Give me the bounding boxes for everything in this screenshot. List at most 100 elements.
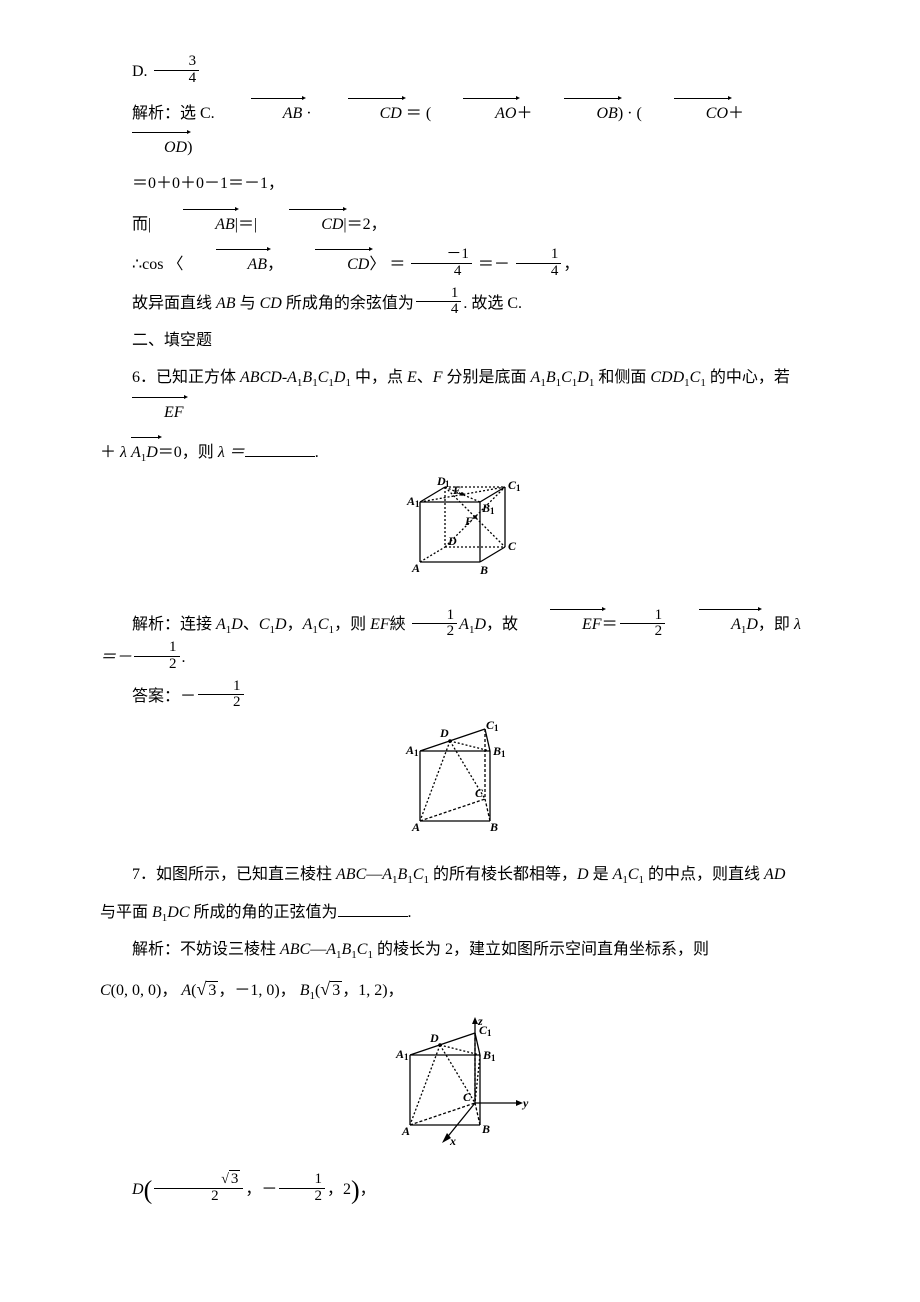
abc: ABC bbox=[336, 866, 366, 883]
svg-text:A: A bbox=[395, 1047, 404, 1061]
vec-ab2: AB bbox=[183, 210, 235, 240]
sol5-line1: 解析：选 C. AB · CD ＝ (AO＋OB) · (CO＋OD) bbox=[100, 95, 820, 164]
vec-ob: OB bbox=[564, 99, 617, 129]
abcd: ABCD bbox=[240, 369, 282, 386]
svg-text:1: 1 bbox=[404, 1052, 409, 1062]
svg-text:B: B bbox=[489, 820, 498, 834]
vec-cd3: CD bbox=[315, 250, 369, 280]
q7m3: 的中点，则直线 bbox=[644, 866, 764, 883]
eq: ＝ bbox=[406, 105, 422, 122]
plus: ＋ bbox=[516, 105, 532, 122]
sol5-line4: ∴cos 〈AB，CD〉 ＝ －14 ＝－ 14， bbox=[100, 246, 820, 282]
svg-text:1: 1 bbox=[501, 749, 506, 759]
q7-coords: C(0, 0, 0)， A(√3，－1, 0)， B1(√3，1, 2)， bbox=[100, 972, 820, 1007]
AD: AD bbox=[764, 866, 785, 883]
b1: B bbox=[302, 369, 312, 386]
ans-pre: 答案：－ bbox=[132, 687, 196, 704]
q7l2: 与平面 bbox=[100, 904, 152, 921]
svg-text:B: B bbox=[482, 1048, 491, 1062]
frac-1-2: 12 bbox=[279, 1172, 325, 1205]
comma: ， bbox=[267, 256, 283, 273]
q6-line1: 6．已知正方体 ABCD-A1B1C1D1 中，点 E、F 分别是底面 A1B1… bbox=[100, 363, 820, 428]
blank-6 bbox=[245, 440, 315, 457]
vec-cd: CD bbox=[348, 99, 402, 129]
q7post: 所成的角的正弦值为 bbox=[190, 904, 338, 921]
frac-ans: 12 bbox=[198, 679, 244, 712]
frac-1-4: 14 bbox=[516, 247, 562, 280]
svg-text:1: 1 bbox=[494, 723, 499, 733]
t4: ∴cos 〈 bbox=[132, 256, 184, 273]
svg-text:D: D bbox=[429, 1031, 439, 1045]
section-2-heading: 二、填空题 bbox=[100, 326, 820, 356]
q6-answer: 答案：－12 bbox=[100, 681, 820, 714]
svg-text:1: 1 bbox=[414, 748, 419, 758]
svg-text:1: 1 bbox=[445, 479, 450, 489]
q6-num: 6． bbox=[132, 369, 156, 386]
frac-1-4b: 14 bbox=[416, 286, 462, 319]
figure-7a: D C1 A1 B1 A B C bbox=[100, 721, 820, 852]
t9: . 故选 C. bbox=[463, 295, 522, 312]
q7-pre: 如图所示，已知直三棱柱 bbox=[156, 866, 336, 883]
page-content: D. 3 4 解析：选 C. AB · CD ＝ (AO＋OB) · (CO＋O… bbox=[100, 56, 820, 1207]
frac-half: 12 bbox=[412, 608, 458, 641]
svg-text:A: A bbox=[411, 820, 420, 834]
q7-num: 7． bbox=[132, 866, 156, 883]
q7m: 的所有棱长都相等， bbox=[429, 866, 577, 883]
option-d-fraction: 3 4 bbox=[154, 54, 200, 87]
blank-7 bbox=[338, 900, 408, 917]
svg-text:y: y bbox=[521, 1096, 529, 1110]
svg-text:1: 1 bbox=[516, 483, 521, 493]
vec-ab: AB bbox=[251, 99, 303, 129]
svg-text:x: x bbox=[449, 1134, 456, 1148]
lam: λ bbox=[120, 444, 131, 461]
svg-text:A: A bbox=[411, 561, 420, 575]
then: λ ＝ bbox=[218, 444, 245, 461]
svg-text:B: B bbox=[479, 563, 488, 577]
t: 而| bbox=[132, 216, 151, 233]
option-d: D. 3 4 bbox=[100, 56, 820, 89]
q7-line2: 与平面 B1DC 所成的角的正弦值为. bbox=[100, 898, 820, 929]
plus2: ＋ bbox=[728, 105, 744, 122]
cube-diagram: D1 C1 A1 B1 E F A B C D bbox=[385, 477, 535, 587]
q7-line1: 7．如图所示，已知直三棱柱 ABC—A1B1C1 的所有棱长都相等，D 是 A1… bbox=[100, 860, 820, 891]
vec-ab3: AB bbox=[216, 250, 268, 280]
vec-a1d2: A1D bbox=[699, 610, 758, 641]
t6: 故异面直线 bbox=[132, 295, 216, 312]
sol5-line3: 而|AB|＝|CD|＝2， bbox=[100, 206, 820, 240]
dot2: · bbox=[627, 105, 636, 122]
q7sm: 的棱长为 2，建立如图所示空间直角坐标系，则 bbox=[373, 941, 709, 958]
figure-7b: z y x D C1 A1 B1 A B C bbox=[100, 1015, 820, 1166]
sp: 解析：连接 bbox=[132, 616, 216, 633]
q6-line2: ＋ λ A1D＝0，则 λ ＝. bbox=[100, 434, 820, 469]
frac-half3: 12 bbox=[134, 640, 180, 673]
prism-axes-diagram: z y x D C1 A1 B1 A B C bbox=[375, 1015, 545, 1155]
svg-text:B: B bbox=[492, 744, 501, 758]
frac-neg1-4: －14 bbox=[411, 247, 472, 280]
svg-text:B: B bbox=[481, 1122, 490, 1136]
q6-pre: 已知正方体 bbox=[156, 369, 240, 386]
d1: D bbox=[334, 369, 346, 386]
svg-text:A: A bbox=[405, 743, 414, 757]
q7m2: 是 bbox=[589, 866, 613, 883]
sol5-line5: 故异面直线 AB 与 CD 所成角的余弦值为14. 故选 C. bbox=[100, 288, 820, 321]
svg-text:B: B bbox=[481, 501, 490, 515]
q7D: D bbox=[577, 866, 589, 883]
eq2: ＝－ bbox=[478, 256, 510, 273]
sol5-line2: ＝0＋0＋0－1＝－1， bbox=[100, 169, 820, 199]
svg-text:D: D bbox=[439, 726, 449, 740]
q7sp: 解析：不妨设三棱柱 bbox=[132, 941, 280, 958]
vec-ef2: EF bbox=[550, 610, 602, 640]
svg-text:F: F bbox=[464, 514, 473, 528]
m3: 和侧面 bbox=[594, 369, 650, 386]
vec-ao: AO bbox=[463, 99, 516, 129]
m2: 分别是底面 bbox=[443, 369, 531, 386]
svg-text:C: C bbox=[463, 1090, 472, 1104]
t5: 〉 ＝ bbox=[369, 256, 405, 273]
dash2: — bbox=[366, 866, 382, 883]
dot: · bbox=[306, 105, 315, 122]
figure-6: D1 C1 A1 B1 E F A B C D bbox=[100, 477, 820, 598]
F: F bbox=[433, 369, 443, 386]
t2: |＝| bbox=[235, 216, 257, 233]
svg-text:E: E bbox=[452, 483, 461, 497]
cd: CD bbox=[260, 295, 282, 312]
